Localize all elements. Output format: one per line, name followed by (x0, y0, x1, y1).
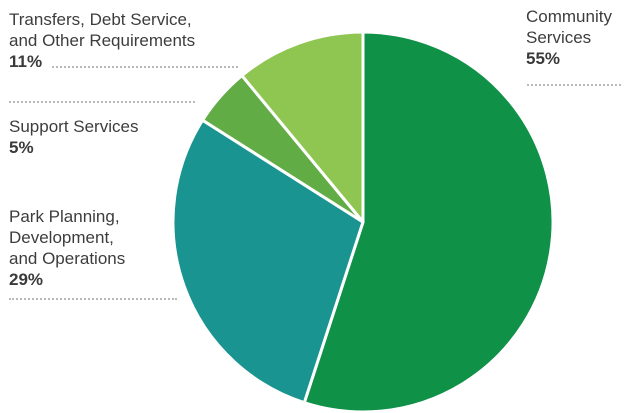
slice-label-community-services: Community Services (526, 7, 612, 47)
slice-transfers-debt (240, 30, 365, 224)
leader-line-park-planning (9, 298, 177, 300)
slice-label-transfers-debt: Transfers, Debt Service, and Other Requi… (9, 10, 196, 50)
leader-line-community-services (527, 84, 621, 86)
slice-label-park-planning: Park Planning, Development, and Operatio… (9, 207, 126, 268)
label-support-services: Support Services 5% (9, 116, 138, 158)
slice-percent-transfers-debt: 11% (9, 52, 43, 71)
slice-percent-support-services: 5% (9, 138, 34, 157)
slice-park-planning (171, 118, 365, 405)
slice-label-support-services: Support Services (9, 117, 139, 136)
leader-line-support-services (9, 101, 195, 103)
label-transfers-debt: Transfers, Debt Service, and Other Requi… (9, 9, 195, 72)
slice-community-services (302, 30, 555, 413)
label-park-planning: Park Planning, Development, and Operatio… (9, 206, 125, 290)
slice-percent-park-planning: 29% (9, 270, 44, 289)
leader-line-transfers-debt (52, 66, 238, 68)
slice-percent-community-services: 55% (526, 49, 561, 68)
label-community-services: Community Services 55% (526, 6, 612, 69)
